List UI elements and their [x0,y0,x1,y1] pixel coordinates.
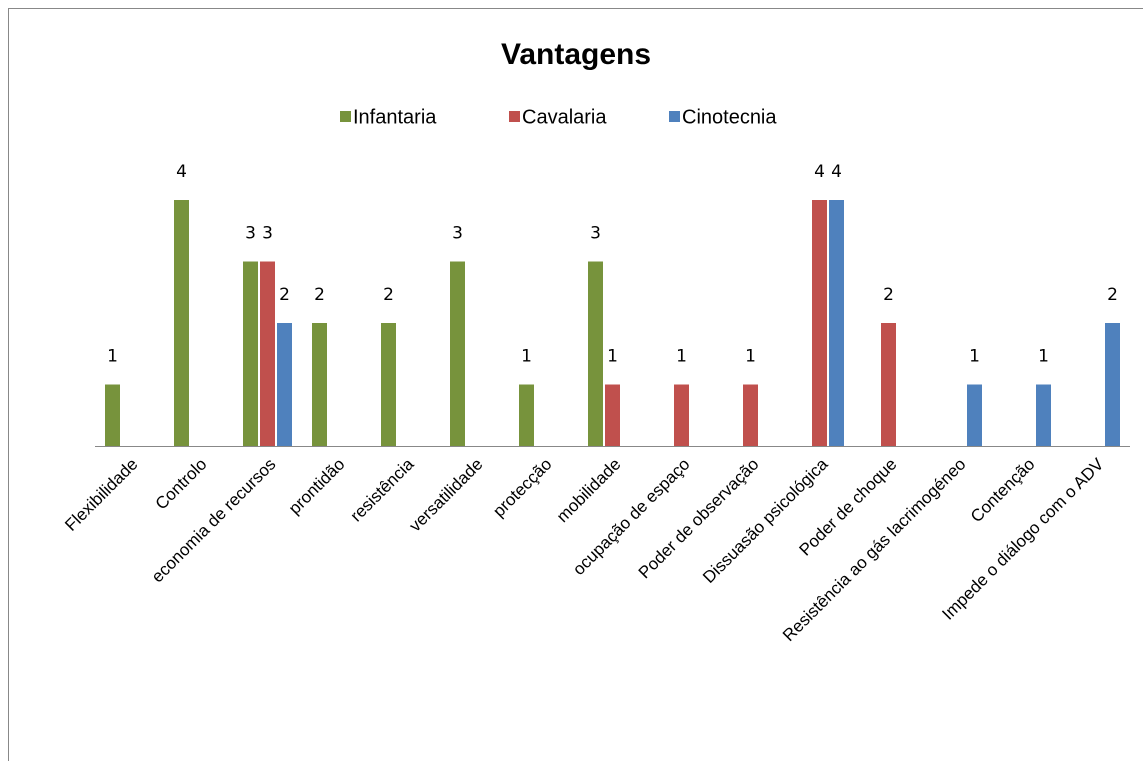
data-label: 2 [279,285,290,305]
bar [174,200,189,446]
x-tick-label: mobilidade [553,455,625,527]
x-tick-label: versatilidade [406,455,487,536]
data-label: 3 [245,224,256,244]
x-tick-label: resistência [347,454,418,525]
legend-swatch [509,111,520,122]
data-label: 2 [883,285,894,305]
bar [1105,323,1120,446]
data-label: 3 [590,224,601,244]
bar [105,384,120,446]
data-label: 1 [521,347,532,367]
x-tick-label: ocupação de espaço [569,455,693,579]
data-label: 4 [814,162,825,182]
legend-label: Infantaria [353,106,437,128]
x-tick-label: Dissuasão psicológica [699,454,832,587]
bar [605,384,620,446]
bar [312,323,327,446]
x-tick-label: prontidão [285,455,349,519]
x-tick-label: Controlo [152,455,211,514]
bar [381,323,396,446]
bar [519,384,534,446]
data-label: 1 [676,347,687,367]
data-label: 4 [176,162,187,182]
legend-label: Cavalaria [522,106,607,128]
legend-label: Cinotecnia [682,106,777,128]
data-label: 3 [262,224,273,244]
x-tick-label: protecção [489,455,555,521]
data-label: 1 [107,347,118,367]
data-label: 1 [1038,347,1049,367]
data-label: 2 [1107,285,1118,305]
bar [829,200,844,446]
bar [881,323,896,446]
bar [812,200,827,446]
bar [674,384,689,446]
data-label: 4 [831,162,842,182]
data-label: 1 [607,347,618,367]
bar [967,384,982,446]
legend-swatch [340,111,351,122]
data-label: 1 [745,347,756,367]
bar [1036,384,1051,446]
x-tick-label: economia de recursos [148,455,280,587]
x-tick-label: Flexibilidade [61,455,141,535]
bar [243,261,258,446]
bar [743,384,758,446]
x-tick-label: Poder de observação [635,455,763,583]
chart-border [8,8,1143,761]
data-label: 3 [452,224,463,244]
bar [588,261,603,446]
bar [260,261,275,446]
bar [277,323,292,446]
bar [450,261,465,446]
data-label: 2 [314,285,325,305]
legend-swatch [669,111,680,122]
data-label: 2 [383,285,394,305]
data-label: 1 [969,347,980,367]
chart-title: Vantagens [501,38,651,71]
x-tick-label: Contenção [967,455,1039,527]
